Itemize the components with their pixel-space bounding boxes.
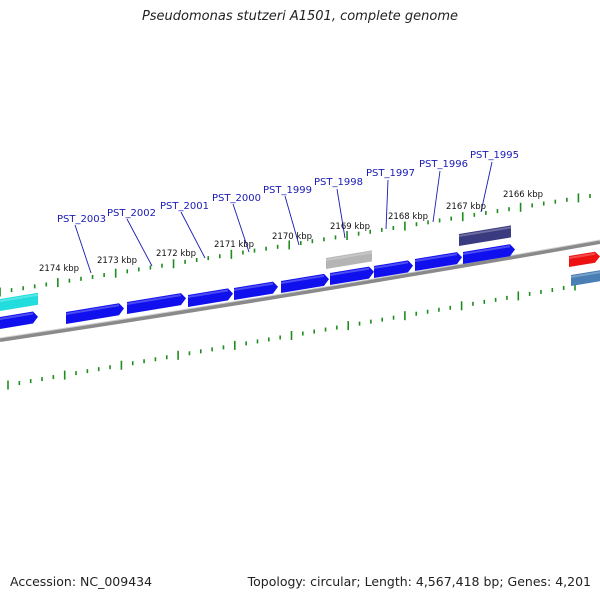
gene-pseudo: [326, 250, 372, 269]
scale-label: 2172 kbp: [156, 249, 196, 259]
leader-line: [126, 218, 153, 267]
genome-backbone: [0, 240, 600, 342]
gene-arrow-shine: [127, 294, 181, 305]
gene-steel-shine: [571, 271, 600, 278]
gene-arrow-shine: [281, 274, 324, 284]
leader-line: [232, 203, 250, 253]
gene-arrow: [0, 311, 38, 329]
gene-arrow: [374, 260, 413, 278]
gene-arrow: [66, 303, 124, 324]
gene-label[interactable]: PST_2002: [107, 208, 156, 219]
gene-arrow: [234, 281, 278, 300]
label-leader-lines: [74, 161, 493, 274]
leader-line: [432, 170, 441, 223]
gene-arrow-shine: [330, 267, 369, 276]
scale-ticks-outer: [0, 193, 591, 297]
gene-cyan: [0, 292, 38, 311]
genome-summary-text: Topology: circular; Length: 4,567,418 bp…: [247, 574, 591, 589]
gene-label[interactable]: PST_2003: [57, 214, 106, 225]
gene-dark-shine: [459, 226, 511, 237]
gene-label[interactable]: PST_1999: [263, 185, 312, 196]
scale-label: 2173 kbp: [97, 256, 137, 266]
gene-arrow-shine: [66, 304, 119, 315]
gene-steel: [571, 270, 600, 286]
scale-label: 2166 kbp: [503, 190, 543, 200]
gene-label[interactable]: PST_1998: [314, 177, 363, 188]
leader-line: [284, 195, 300, 246]
scale-label: 2170 kbp: [272, 232, 312, 242]
scale-label: 2168 kbp: [388, 212, 428, 222]
leader-line: [385, 179, 389, 230]
scale-label: 2171 kbp: [214, 240, 254, 250]
leader-line: [480, 161, 493, 213]
gene-label[interactable]: PST_1997: [366, 168, 415, 179]
scale-label: 2169 kbp: [330, 222, 370, 232]
scale-label: 2167 kbp: [446, 202, 486, 212]
gene-label[interactable]: PST_2000: [212, 193, 261, 204]
gene-arrow: [281, 273, 329, 293]
gene-arrow: [415, 252, 462, 271]
gene-arrow-shine: [374, 261, 408, 269]
gene-arrow: [127, 293, 186, 314]
genome-backbone-highlight: [0, 239, 600, 339]
gene-arrow: [463, 244, 515, 264]
scale-label: 2174 kbp: [39, 264, 79, 274]
gene-arrow: [188, 288, 233, 307]
gene-dark: [459, 225, 511, 246]
gene-arrow: [330, 266, 374, 285]
gene-label[interactable]: PST_1995: [470, 150, 519, 161]
gene-arrow-shine: [463, 245, 510, 255]
gene-arrow-shine: [415, 253, 457, 262]
gene-red: [569, 251, 600, 267]
leader-line: [336, 188, 346, 239]
gene-label[interactable]: PST_1996: [419, 159, 468, 170]
accession-text: Accession: NC_009434: [10, 574, 153, 589]
leader-line: [74, 224, 92, 274]
gene-arrow-shine: [188, 289, 228, 298]
gene-arrow-shine: [234, 282, 273, 291]
gene-arrow-shine: [0, 312, 33, 320]
map-title: Pseudomonas stutzeri A1501, complete gen…: [141, 9, 459, 24]
gene-features: [0, 225, 600, 329]
scale-ticks-inner: [7, 281, 576, 390]
leader-line: [180, 211, 206, 259]
gene-pseudo-shine: [326, 251, 372, 261]
gene-cyan-shine: [0, 293, 38, 302]
gene-label[interactable]: PST_2001: [160, 201, 209, 212]
gene-red-shine: [569, 252, 595, 259]
